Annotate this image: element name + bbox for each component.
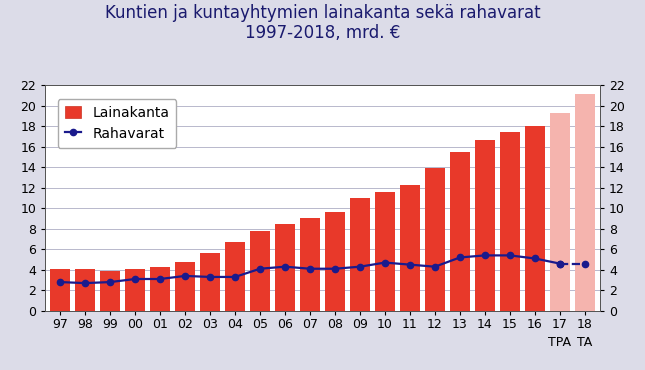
Bar	[524, 126, 545, 311]
Bar	[550, 113, 570, 311]
Text: Kuntien ja kuntayhtymien lainakanta sekä rahavarat
1997-2018, mrd. €: Kuntien ja kuntayhtymien lainakanta sekä…	[104, 4, 541, 43]
Bar	[475, 141, 495, 311]
Bar	[575, 94, 595, 311]
Bar	[275, 223, 295, 311]
Bar	[125, 269, 145, 311]
Legend: Lainakanta, Rahavarat: Lainakanta, Rahavarat	[57, 99, 176, 148]
Bar	[400, 185, 420, 311]
Bar	[350, 198, 370, 311]
Bar	[75, 269, 95, 311]
Bar	[50, 269, 70, 311]
Bar	[375, 192, 395, 311]
Bar	[175, 262, 195, 311]
Bar	[300, 218, 321, 311]
Bar	[250, 231, 270, 311]
Bar	[500, 132, 520, 311]
Bar	[200, 253, 221, 311]
Bar	[424, 168, 445, 311]
Bar	[450, 152, 470, 311]
Bar	[100, 271, 121, 311]
Text: TPA: TPA	[548, 336, 571, 349]
Text: TA: TA	[577, 336, 593, 349]
Bar	[225, 242, 245, 311]
Bar	[324, 212, 345, 311]
Bar	[150, 267, 170, 311]
